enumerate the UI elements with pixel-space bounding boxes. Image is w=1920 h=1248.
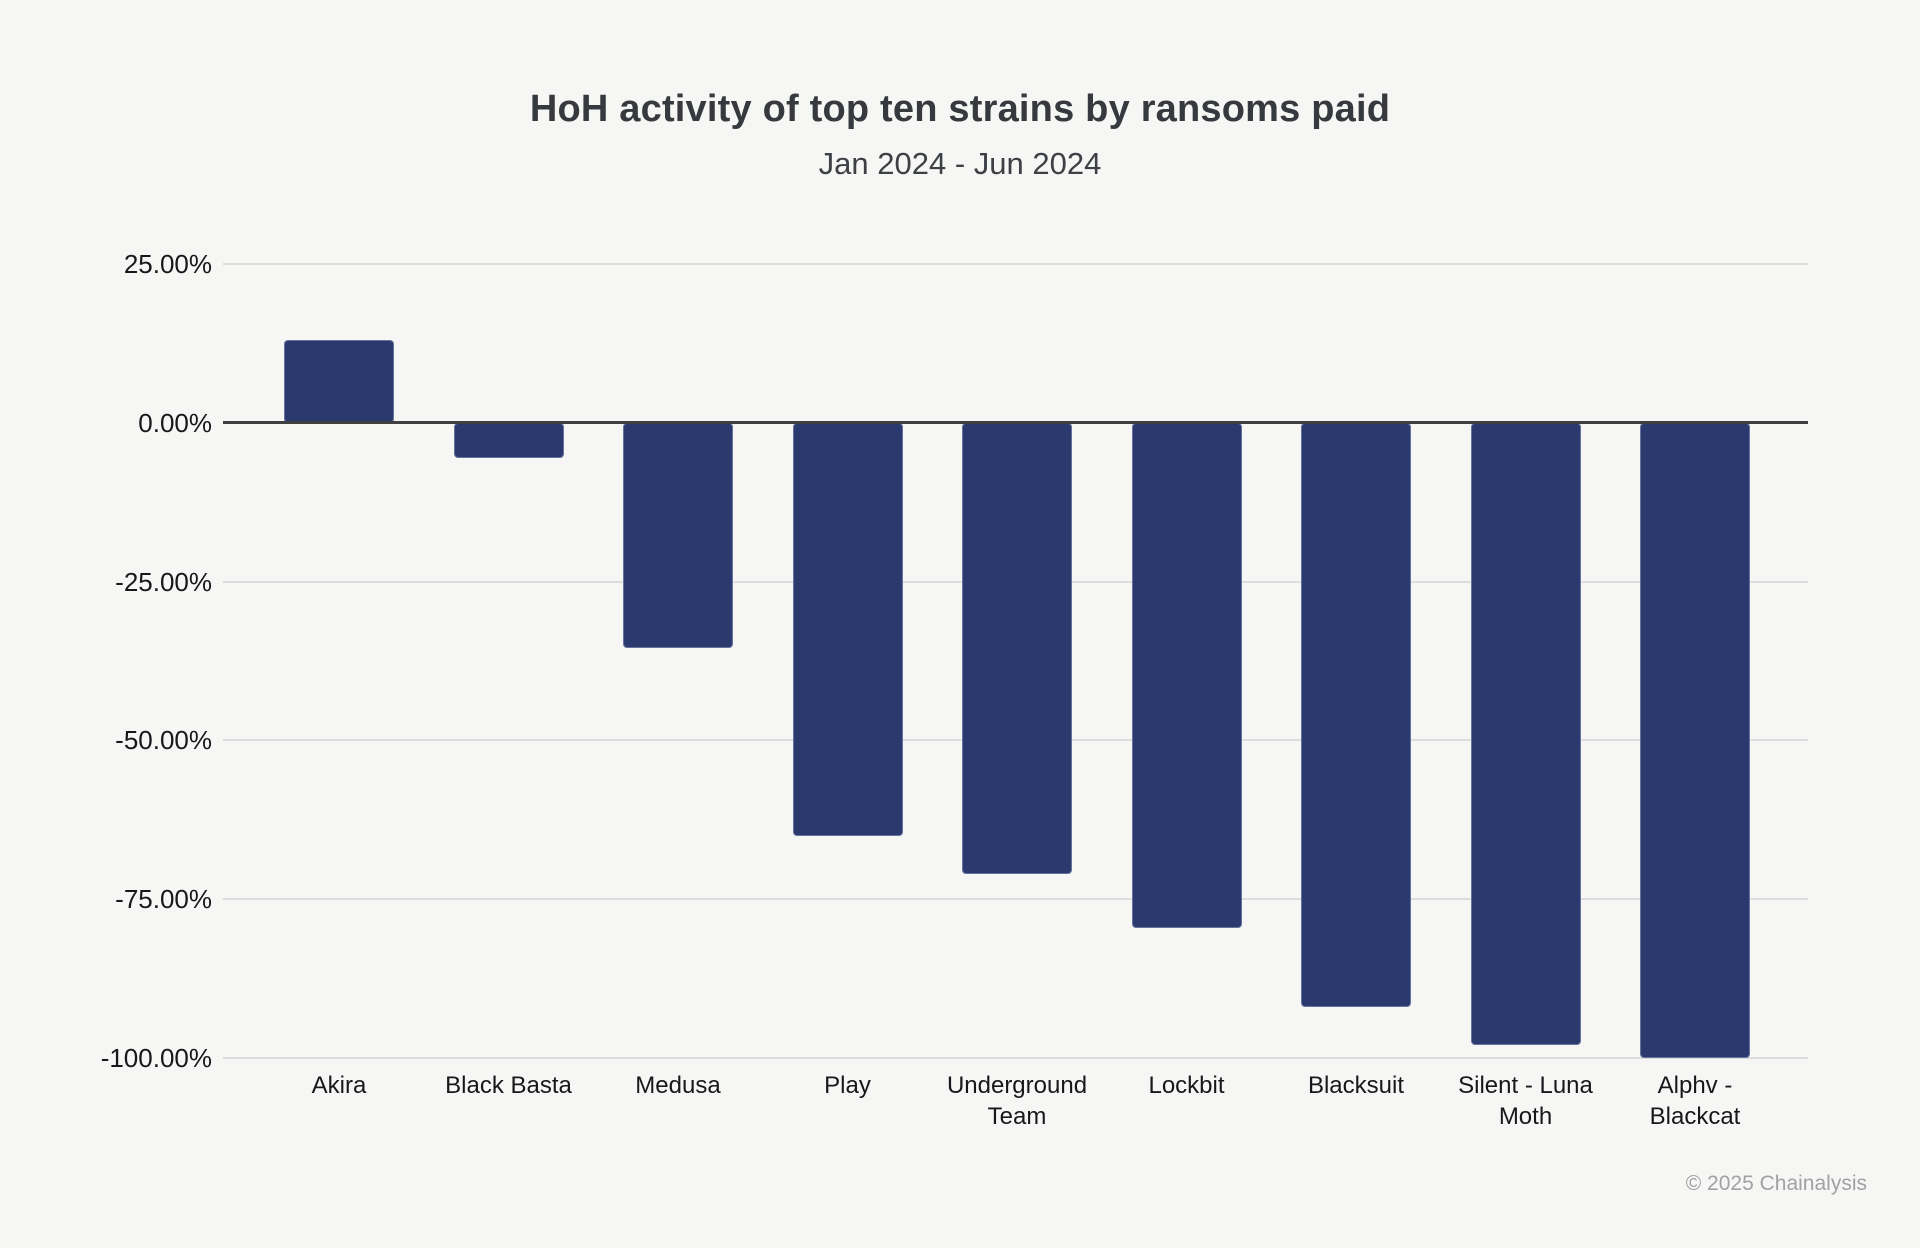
x-tick-label-play: Play bbox=[824, 1072, 871, 1099]
x-tick-label-alphv-blackcat: Alphv - Blackcat bbox=[1649, 1072, 1741, 1130]
x-tick-label-underground-team: Underground Team bbox=[946, 1072, 1088, 1130]
bar-play bbox=[792, 422, 903, 836]
gridline--100 bbox=[223, 1057, 1808, 1059]
x-tick-label-black-basta: Black Basta bbox=[445, 1072, 572, 1099]
x-tick-label-lockbit: Lockbit bbox=[1148, 1072, 1225, 1099]
y-tick-label-25: 25.00% bbox=[123, 249, 212, 279]
gridline--75 bbox=[223, 898, 1808, 901]
bar-alphv-blackcat bbox=[1640, 422, 1750, 1058]
y-tick-label-0: 0.00% bbox=[138, 407, 212, 438]
x-tick-label-blacksuit: Blacksuit bbox=[1307, 1072, 1405, 1099]
bar-medusa bbox=[623, 422, 733, 649]
x-tick-label-silent-luna-moth: Silent - Luna Moth bbox=[1458, 1072, 1593, 1130]
x-axis-zero-line bbox=[223, 421, 1808, 425]
chart-title: HoH activity of top ten strains by ranso… bbox=[529, 88, 1391, 130]
bar-black-basta bbox=[453, 422, 564, 459]
y-tick-label--75: -75.00% bbox=[115, 884, 212, 915]
x-tick-label-medusa: Medusa bbox=[635, 1072, 721, 1099]
y-tick-label--100: -100.00% bbox=[100, 1043, 212, 1073]
bar-blacksuit bbox=[1301, 422, 1411, 1008]
bar-silent-luna-moth bbox=[1470, 422, 1581, 1046]
x-tick-label-akira: Akira bbox=[311, 1072, 367, 1099]
bar-akira bbox=[284, 340, 394, 423]
gridline-25 bbox=[223, 263, 1808, 265]
copyright-text: © 2025 Chainalysis bbox=[1685, 1172, 1867, 1195]
bar-underground-team bbox=[962, 422, 1072, 874]
y-tick-label--50: -50.00% bbox=[115, 725, 212, 756]
y-tick-label--25: -25.00% bbox=[115, 566, 212, 597]
chart-subtitle: Jan 2024 - Jun 2024 bbox=[818, 146, 1102, 181]
bar-lockbit bbox=[1131, 422, 1242, 928]
